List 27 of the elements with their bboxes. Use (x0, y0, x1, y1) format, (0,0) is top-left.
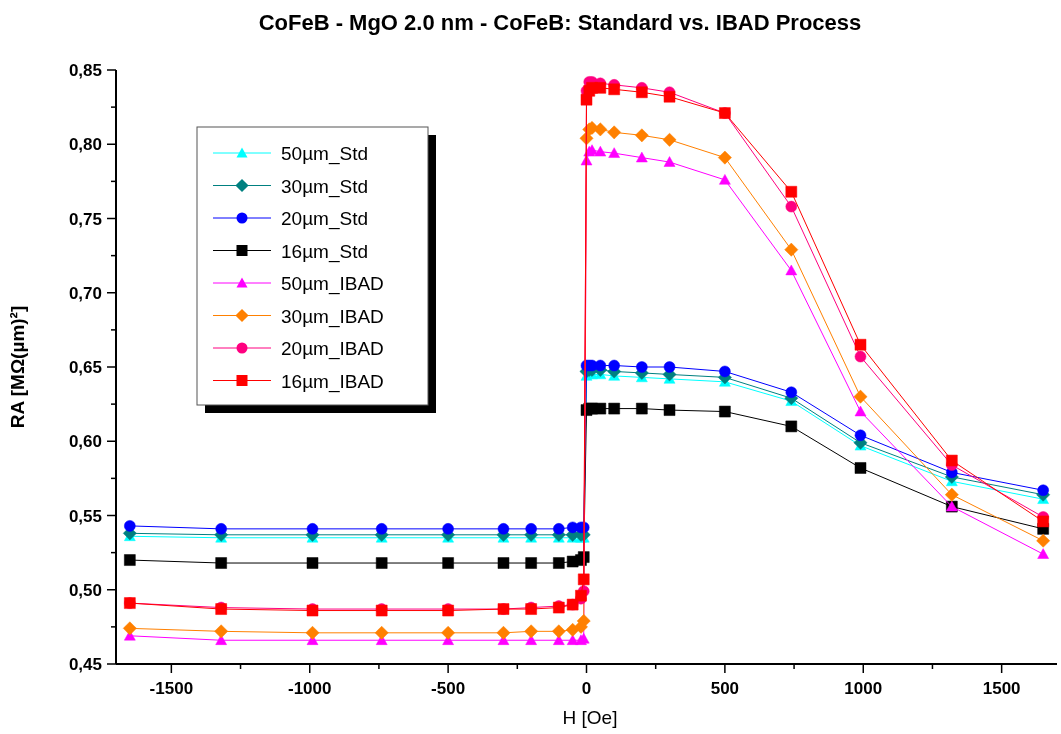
legend-label: 30µm_Std (281, 175, 368, 198)
legend-label: 50µm_Std (281, 143, 368, 165)
x-tick-label: 0 (581, 679, 592, 698)
y-tick-label: 0,80 (68, 135, 102, 155)
y-tick-label: 0,85 (68, 61, 102, 80)
y-tick-label: 0,70 (68, 283, 102, 303)
legend-label: 30µm_IBAD (281, 305, 384, 328)
legend-label: 16µm_IBAD (281, 370, 384, 393)
y-axis-title: RA [MΩ(µm)²] (7, 305, 28, 429)
x-tick-label: -1000 (287, 679, 332, 698)
x-tick-label: -1500 (149, 679, 194, 698)
legend-label: 50µm_IBAD (281, 273, 384, 295)
y-tick-label: 0,50 (68, 580, 102, 600)
legend-label: 20µm_IBAD (281, 338, 384, 360)
chart-title: CoFeB - MgO 2.0 nm - CoFeB: Standard vs. IBAD Process (258, 10, 862, 35)
x-tick-label: -500 (431, 679, 466, 698)
x-tick-label: 1500 (982, 679, 1021, 698)
y-tick-label: 0,75 (68, 209, 102, 229)
x-tick-label: 1000 (844, 679, 883, 698)
y-tick-label: 0,45 (68, 655, 102, 674)
legend-label: 16µm_Std (281, 240, 368, 263)
legend-label: 20µm_Std (281, 208, 368, 230)
y-tick-label: 0,60 (68, 432, 102, 452)
y-tick-label: 0,55 (68, 506, 102, 526)
x-tick-label: 500 (710, 679, 740, 698)
x-axis-title: H [Oe] (562, 707, 618, 728)
y-tick-label: 0,65 (68, 358, 102, 377)
